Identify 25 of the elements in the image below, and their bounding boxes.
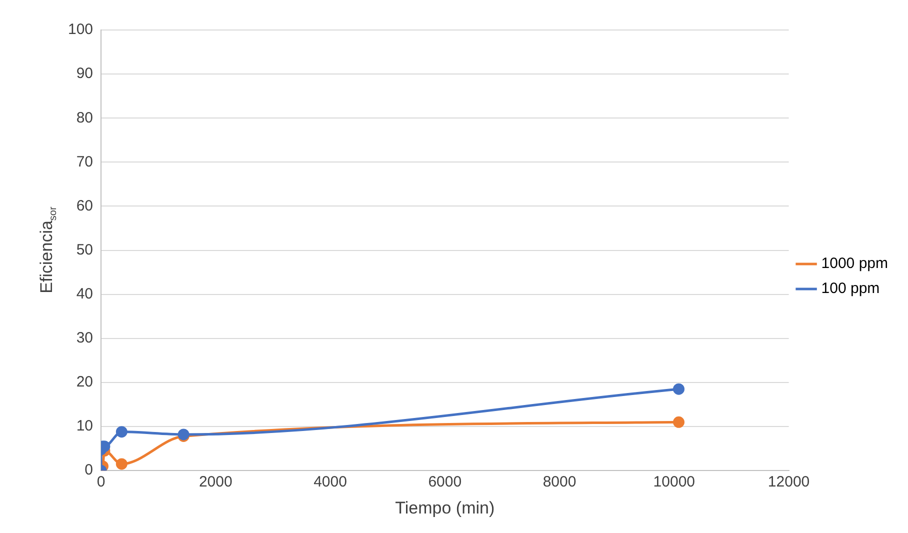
y-tick-label: 0 (84, 462, 94, 479)
x-tick-label: 4000 (314, 474, 347, 491)
y-tick-label: 10 (76, 418, 94, 435)
y-tick-label: 90 (76, 65, 94, 82)
x-tick-label: 2000 (198, 474, 232, 491)
y-tick-label: 60 (76, 197, 94, 214)
y-tick-label: 20 (76, 374, 94, 391)
x-tick-label: 10000 (653, 474, 696, 491)
y-tick-label: 30 (76, 330, 94, 347)
point (116, 426, 128, 438)
x-tick-label: 6000 (428, 474, 462, 491)
x-tick-label: 0 (96, 474, 106, 491)
y-tick-label: 80 (76, 109, 94, 126)
point (672, 383, 684, 395)
point (116, 458, 128, 470)
legend-label: 1000 ppm (821, 255, 888, 272)
point (672, 416, 684, 428)
legend-label: 100 ppm (821, 280, 880, 298)
x-axis-title: Tiempo (min) (395, 498, 495, 518)
y-tick-label: 50 (76, 241, 94, 258)
y-tick-label: 40 (76, 286, 94, 302)
x-tick-label: 8000 (542, 474, 576, 491)
y-tick-label: 100 (68, 21, 94, 38)
x-tick-label: 12000 (768, 474, 810, 491)
y-tick-label: 70 (76, 153, 94, 170)
